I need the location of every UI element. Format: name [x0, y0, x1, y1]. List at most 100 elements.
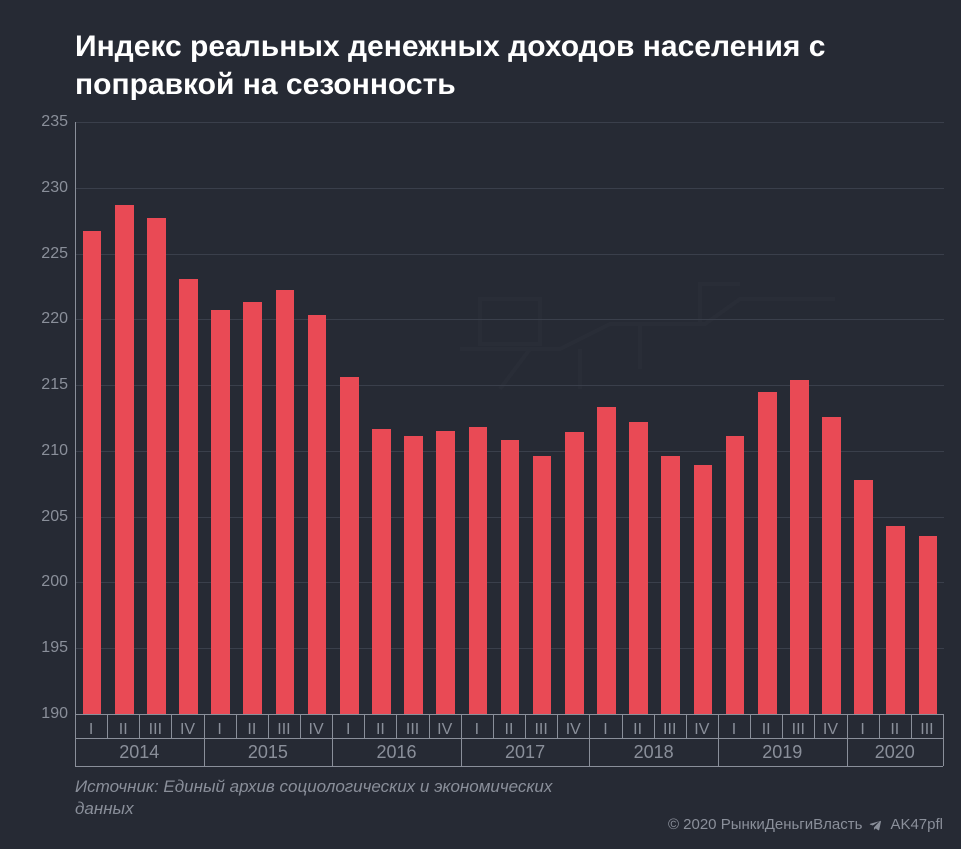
y-tick-label: 230	[30, 179, 68, 197]
axis-quarter-divider	[300, 714, 301, 738]
axis-quarter-divider	[171, 714, 172, 738]
x-tick-quarter: II	[364, 721, 396, 739]
x-tick-quarter: I	[75, 721, 107, 739]
axis-quarter-divider	[268, 714, 269, 738]
bar	[661, 456, 680, 714]
x-tick-year: 2017	[461, 742, 590, 763]
x-tick-quarter: III	[654, 721, 686, 739]
bar	[276, 290, 295, 714]
axis-row-divider	[75, 738, 943, 739]
x-tick-quarter: III	[139, 721, 171, 739]
y-tick-label: 200	[30, 573, 68, 591]
bar	[790, 380, 809, 714]
axis-quarter-divider	[879, 714, 880, 738]
bar	[340, 377, 359, 714]
bar	[469, 427, 488, 714]
axis-quarter-divider	[814, 714, 815, 738]
bar	[404, 436, 423, 714]
bar	[211, 310, 230, 714]
y-tick-label: 210	[30, 442, 68, 460]
axis-quarter-divider	[236, 714, 237, 738]
axis-quarter-divider	[396, 714, 397, 738]
axis-quarter-divider	[493, 714, 494, 738]
x-tick-quarter: IV	[429, 721, 461, 739]
y-tick-label: 235	[30, 113, 68, 131]
chart-container: Индекс реальных денежных доходов населен…	[0, 0, 961, 849]
axis-quarter-divider	[557, 714, 558, 738]
axis-quarter-divider	[364, 714, 365, 738]
axis-quarter-divider	[139, 714, 140, 738]
bar	[629, 422, 648, 714]
gridline	[76, 188, 944, 189]
axis-col-divider	[943, 714, 944, 766]
bar	[822, 417, 841, 714]
axis-quarter-divider	[654, 714, 655, 738]
x-tick-quarter: II	[493, 721, 525, 739]
x-tick-quarter: I	[718, 721, 750, 739]
bar	[919, 536, 938, 714]
bar	[533, 456, 552, 714]
y-tick-label: 225	[30, 245, 68, 263]
bar	[886, 526, 905, 714]
bar	[308, 315, 327, 714]
bar	[147, 218, 166, 714]
bar	[372, 429, 391, 714]
bar	[243, 302, 262, 714]
x-tick-quarter: IV	[300, 721, 332, 739]
y-tick-label: 195	[30, 639, 68, 657]
axis-quarter-divider	[686, 714, 687, 738]
y-tick-label: 220	[30, 310, 68, 328]
chart-plot-area	[75, 122, 944, 715]
bar	[597, 407, 616, 714]
axis-quarter-divider	[911, 714, 912, 738]
footer-right: © 2020 РынкиДеньгиВласть AK47pfl	[668, 816, 943, 833]
x-tick-quarter: IV	[814, 721, 846, 739]
x-tick-year: 2018	[589, 742, 718, 763]
x-tick-year: 2015	[204, 742, 333, 763]
x-tick-year: 2020	[847, 742, 943, 763]
x-tick-year: 2019	[718, 742, 847, 763]
bar	[854, 480, 873, 714]
x-tick-quarter: II	[236, 721, 268, 739]
bar	[179, 279, 198, 714]
gridline	[76, 254, 944, 255]
x-tick-year: 2014	[75, 742, 204, 763]
x-tick-quarter: III	[525, 721, 557, 739]
x-tick-quarter: III	[396, 721, 428, 739]
x-tick-quarter: II	[622, 721, 654, 739]
gridline	[76, 319, 944, 320]
gridline	[76, 122, 944, 123]
x-tick-quarter: II	[750, 721, 782, 739]
x-tick-quarter: III	[911, 721, 943, 739]
source-text: Источник: Единый архив социологических и…	[75, 776, 595, 820]
bar	[436, 431, 455, 714]
gridline	[76, 385, 944, 386]
bar	[115, 205, 134, 714]
x-tick-quarter: IV	[686, 721, 718, 739]
y-tick-label: 215	[30, 376, 68, 394]
chart-title: Индекс реальных денежных доходов населен…	[75, 28, 943, 103]
x-tick-quarter: I	[461, 721, 493, 739]
x-tick-quarter: I	[204, 721, 236, 739]
x-tick-year: 2016	[332, 742, 461, 763]
bar	[726, 436, 745, 714]
telegram-icon	[868, 817, 884, 833]
y-tick-label: 190	[30, 705, 68, 723]
handle-text: AK47pfl	[890, 816, 943, 833]
bar	[501, 440, 520, 714]
axis-quarter-divider	[622, 714, 623, 738]
x-tick-quarter: I	[589, 721, 621, 739]
x-tick-quarter: II	[879, 721, 911, 739]
bar	[83, 231, 102, 714]
axis-row-divider	[75, 766, 943, 767]
axis-quarter-divider	[429, 714, 430, 738]
bar	[565, 432, 584, 714]
axis-quarter-divider	[107, 714, 108, 738]
copyright-text: © 2020 РынкиДеньгиВласть	[668, 816, 863, 833]
bar	[694, 465, 713, 714]
x-tick-quarter: IV	[557, 721, 589, 739]
y-tick-label: 205	[30, 508, 68, 526]
x-tick-quarter: III	[268, 721, 300, 739]
x-tick-quarter: I	[332, 721, 364, 739]
axis-quarter-divider	[525, 714, 526, 738]
